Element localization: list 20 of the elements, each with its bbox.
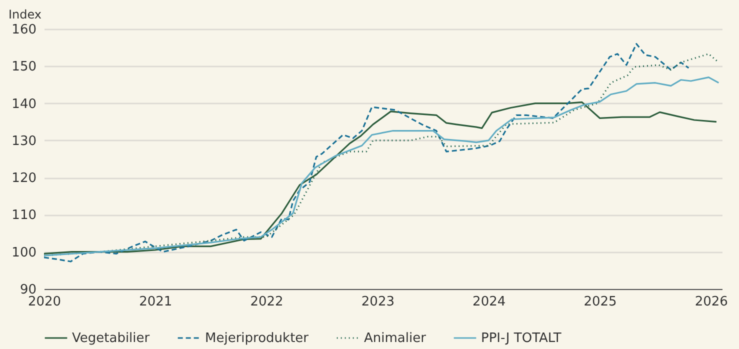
y-tick-label: 100 bbox=[12, 245, 36, 260]
y-tick-label: 90 bbox=[20, 282, 36, 298]
legend-label: Vegetabilier bbox=[72, 331, 150, 346]
y-axis-title: Index bbox=[8, 8, 42, 22]
y-tick-label: 120 bbox=[12, 171, 36, 186]
x-tick-label: 2025 bbox=[584, 294, 617, 310]
x-tick-label: 2021 bbox=[139, 294, 172, 310]
y-tick-label: 110 bbox=[12, 208, 36, 224]
x-tick-label: 2026 bbox=[694, 294, 728, 310]
x-tick-label: 2023 bbox=[361, 294, 394, 310]
x-tick-label: 2022 bbox=[250, 294, 284, 310]
y-tick-label: 150 bbox=[12, 60, 36, 75]
x-tick-label: 2024 bbox=[472, 294, 506, 310]
legend-label: Mejeriprodukter bbox=[205, 331, 310, 346]
y-tick-label: 140 bbox=[12, 96, 36, 112]
legend-label: PPI-J TOTALT bbox=[481, 331, 562, 346]
y-tick-label: 160 bbox=[12, 22, 36, 38]
x-tick-label: 2020 bbox=[28, 294, 62, 310]
y-tick-label: 130 bbox=[12, 134, 36, 149]
legend-label: Animalier bbox=[364, 331, 427, 346]
